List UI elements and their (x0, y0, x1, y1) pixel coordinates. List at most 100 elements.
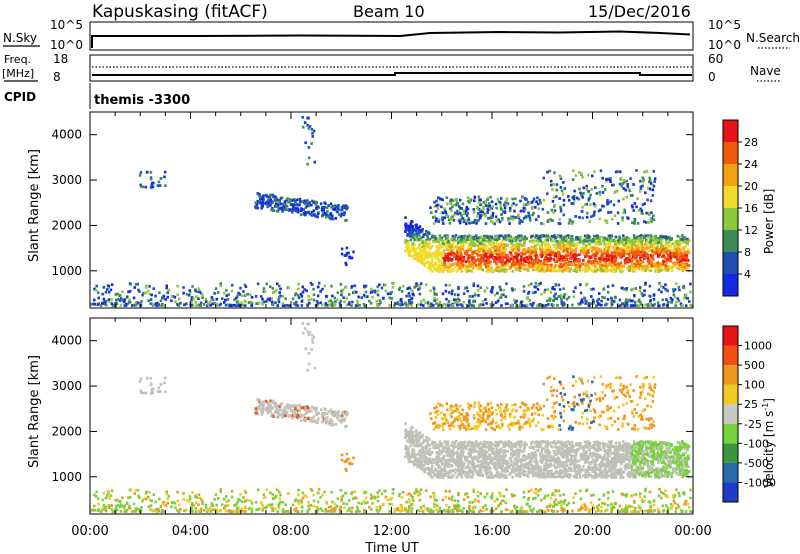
colorbar-swatch (723, 186, 738, 208)
power-cell (522, 247, 526, 251)
power-cell (572, 249, 575, 252)
power-cell (185, 302, 188, 306)
power-cell (593, 264, 597, 268)
power-cell (558, 288, 562, 291)
power-cell (628, 298, 631, 302)
power-cell (549, 253, 552, 257)
power-cell (298, 203, 301, 207)
power-cell (477, 245, 480, 248)
colorbar-swatch (723, 274, 738, 296)
velocity-cell (236, 500, 239, 504)
velocity-cell (108, 506, 111, 510)
power-cell (440, 267, 444, 271)
power-cell (455, 198, 458, 201)
power-cell (152, 287, 155, 291)
power-cell (508, 206, 512, 210)
power-cell (433, 205, 437, 208)
power-cell (162, 294, 166, 298)
power-cell (630, 250, 634, 253)
power-cell (409, 224, 413, 228)
power-cell (642, 255, 646, 259)
power-cell (547, 248, 550, 252)
power-cell (668, 237, 672, 241)
power-cell (476, 284, 480, 288)
power-cell (620, 252, 624, 255)
power-cell (322, 208, 326, 212)
power-cell (511, 239, 514, 243)
power-cell (456, 212, 460, 216)
power-cell (447, 218, 451, 222)
velocity-cell (164, 504, 168, 507)
power-cell (604, 270, 608, 273)
power-cell (562, 296, 566, 299)
power-cell (559, 177, 563, 180)
power-cell (600, 254, 603, 258)
power-cell (635, 244, 638, 248)
power-cell (669, 296, 673, 300)
power-cell (526, 200, 530, 204)
power-cell (678, 267, 681, 271)
power-cell (460, 207, 463, 210)
power-cell (548, 219, 552, 223)
power-cell (417, 303, 420, 306)
power-cell (438, 263, 441, 267)
power-cell (639, 207, 642, 211)
power-cell (561, 192, 565, 196)
power-cell (502, 203, 506, 207)
power-cell (625, 247, 629, 251)
power-cell (291, 210, 294, 214)
power-cell (451, 215, 454, 219)
power-cell (572, 290, 576, 293)
power-cell (427, 231, 430, 235)
power-cell (663, 256, 667, 259)
power-cell (173, 295, 177, 299)
power-cell (551, 199, 555, 203)
power-cell (484, 298, 487, 301)
power-cell (501, 268, 505, 271)
power-cell (302, 208, 305, 211)
power-cell (287, 286, 290, 289)
power-cell (675, 251, 678, 255)
power-cell (613, 267, 617, 271)
power-cell (304, 213, 307, 217)
power-cell (541, 248, 545, 252)
power-cell (556, 264, 559, 268)
velocity-cell (677, 491, 681, 495)
power-cell (593, 234, 596, 238)
velocity-cell (410, 510, 413, 513)
power-cell (606, 297, 610, 301)
power-cell (459, 264, 463, 268)
power-cell (555, 183, 559, 186)
power-cell (309, 297, 313, 301)
power-cell (597, 248, 600, 252)
velocity-cell (491, 509, 495, 513)
power-cell (482, 238, 485, 242)
power-cell (239, 286, 242, 290)
power-cell (110, 298, 113, 301)
power-cell (319, 301, 323, 305)
power-cell (500, 304, 503, 307)
power-cell (661, 244, 665, 248)
power-cell (279, 197, 283, 200)
velocity-cell (358, 509, 361, 513)
velocity-cell (127, 496, 130, 500)
power-cell (204, 297, 208, 301)
power-cell (582, 259, 585, 262)
velocity-cell (625, 493, 629, 496)
power-cell (640, 209, 644, 213)
velocity-cell (301, 496, 305, 500)
power-cell (202, 302, 206, 306)
power-cell (94, 288, 98, 292)
power-cell (670, 255, 674, 259)
velocity-cell (407, 497, 411, 501)
velocity-cell (590, 501, 593, 504)
velocity-cell (261, 503, 264, 507)
power-cell (630, 245, 633, 248)
power-cell (535, 200, 538, 204)
power-cell (466, 211, 470, 215)
power-cell (343, 300, 346, 304)
power-cell (673, 240, 677, 243)
power-cell (453, 300, 457, 304)
power-cell (419, 250, 423, 254)
velocity-cell (530, 488, 533, 492)
